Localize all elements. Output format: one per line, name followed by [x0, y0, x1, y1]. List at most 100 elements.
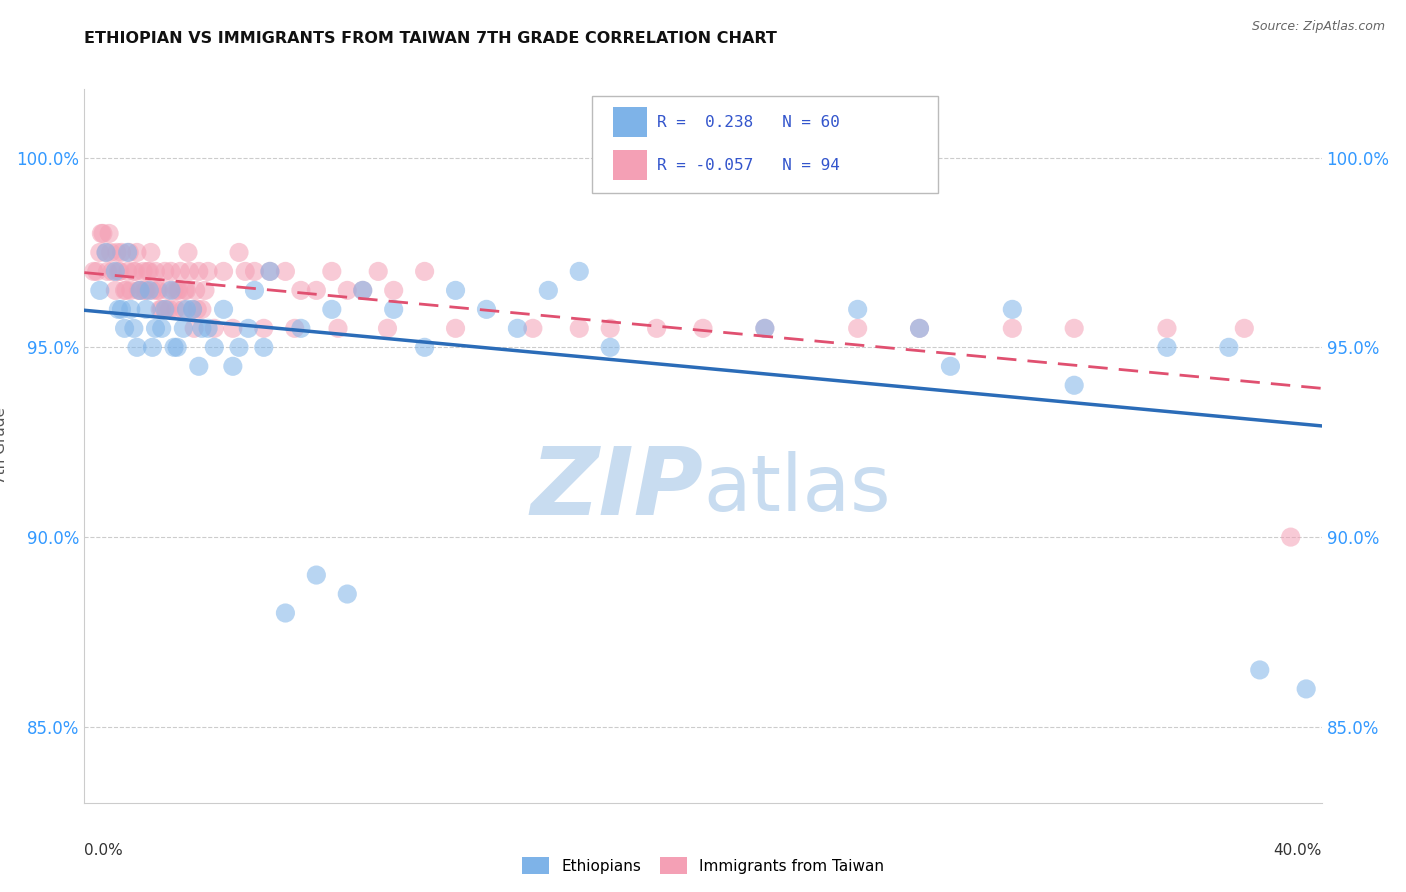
Point: [284, 321, 307, 335]
Text: R = -0.057   N = 94: R = -0.057 N = 94: [657, 158, 841, 173]
Text: Source: ZipAtlas.com: Source: ZipAtlas.com: [1251, 20, 1385, 33]
Point: [537, 284, 560, 298]
Point: [169, 264, 191, 278]
Point: [155, 302, 177, 317]
Point: [135, 284, 157, 298]
Point: [181, 302, 204, 317]
Point: [90, 227, 112, 241]
Point: [1063, 378, 1085, 392]
Point: [104, 284, 127, 298]
Point: [336, 587, 359, 601]
Point: [160, 264, 183, 278]
Point: [141, 284, 163, 298]
Point: [149, 302, 172, 317]
Point: [274, 264, 297, 278]
Point: [846, 302, 869, 317]
Point: [1001, 321, 1024, 335]
Point: [228, 245, 250, 260]
Point: [259, 264, 281, 278]
Point: [1233, 321, 1256, 335]
Point: [150, 321, 173, 335]
Point: [145, 264, 167, 278]
Point: [97, 264, 120, 278]
Point: [122, 264, 145, 278]
Point: [117, 245, 139, 260]
Point: [145, 321, 167, 335]
Point: [89, 245, 111, 260]
Legend: Ethiopians, Immigrants from Taiwan: Ethiopians, Immigrants from Taiwan: [516, 851, 890, 880]
Point: [125, 245, 148, 260]
Point: [413, 340, 436, 354]
Point: [259, 264, 281, 278]
Point: [163, 340, 186, 354]
Point: [692, 321, 714, 335]
Point: [115, 284, 138, 298]
Point: [228, 340, 250, 354]
Point: [160, 284, 183, 298]
Point: [107, 302, 129, 317]
Point: [159, 302, 181, 317]
Point: [114, 321, 136, 335]
Point: [522, 321, 544, 335]
Y-axis label: 7th Grade: 7th Grade: [0, 408, 8, 484]
Point: [179, 264, 201, 278]
Text: atlas: atlas: [703, 450, 890, 527]
Point: [253, 340, 276, 354]
Point: [83, 264, 105, 278]
Point: [114, 284, 136, 298]
Point: [908, 321, 931, 335]
Point: [413, 264, 436, 278]
Point: [183, 321, 205, 335]
Point: [321, 302, 343, 317]
Point: [117, 264, 139, 278]
Point: [1279, 530, 1302, 544]
Point: [253, 321, 276, 335]
Point: [107, 264, 129, 278]
FancyBboxPatch shape: [592, 96, 938, 193]
Point: [444, 321, 467, 335]
Point: [212, 302, 235, 317]
Point: [1249, 663, 1271, 677]
Text: 40.0%: 40.0%: [1274, 843, 1322, 858]
Point: [1295, 681, 1317, 696]
Point: [186, 302, 208, 317]
Point: [367, 264, 389, 278]
Point: [212, 264, 235, 278]
Point: [754, 321, 776, 335]
Point: [290, 321, 312, 335]
Text: R =  0.238   N = 60: R = 0.238 N = 60: [657, 115, 841, 130]
Point: [136, 264, 159, 278]
Point: [177, 245, 200, 260]
Point: [165, 302, 187, 317]
Point: [305, 568, 328, 582]
Point: [166, 284, 188, 298]
Point: [134, 284, 156, 298]
Point: [506, 321, 529, 335]
Point: [197, 321, 219, 335]
Point: [222, 359, 245, 374]
Point: [908, 321, 931, 335]
Text: ETHIOPIAN VS IMMIGRANTS FROM TAIWAN 7TH GRADE CORRELATION CHART: ETHIOPIAN VS IMMIGRANTS FROM TAIWAN 7TH …: [84, 31, 778, 46]
Point: [120, 302, 142, 317]
Point: [118, 245, 141, 260]
Text: 0.0%: 0.0%: [84, 843, 124, 858]
Point: [128, 284, 150, 298]
Point: [129, 284, 152, 298]
Point: [305, 284, 328, 298]
Point: [98, 227, 121, 241]
Point: [110, 302, 132, 317]
Point: [94, 245, 117, 260]
Point: [202, 321, 225, 335]
Point: [599, 340, 621, 354]
Point: [846, 321, 869, 335]
Point: [108, 264, 131, 278]
Point: [233, 264, 256, 278]
Point: [176, 302, 198, 317]
Point: [645, 321, 668, 335]
Point: [120, 284, 142, 298]
Text: ZIP: ZIP: [530, 442, 703, 535]
Point: [238, 321, 260, 335]
Point: [692, 151, 714, 165]
Point: [124, 264, 146, 278]
Point: [163, 284, 186, 298]
